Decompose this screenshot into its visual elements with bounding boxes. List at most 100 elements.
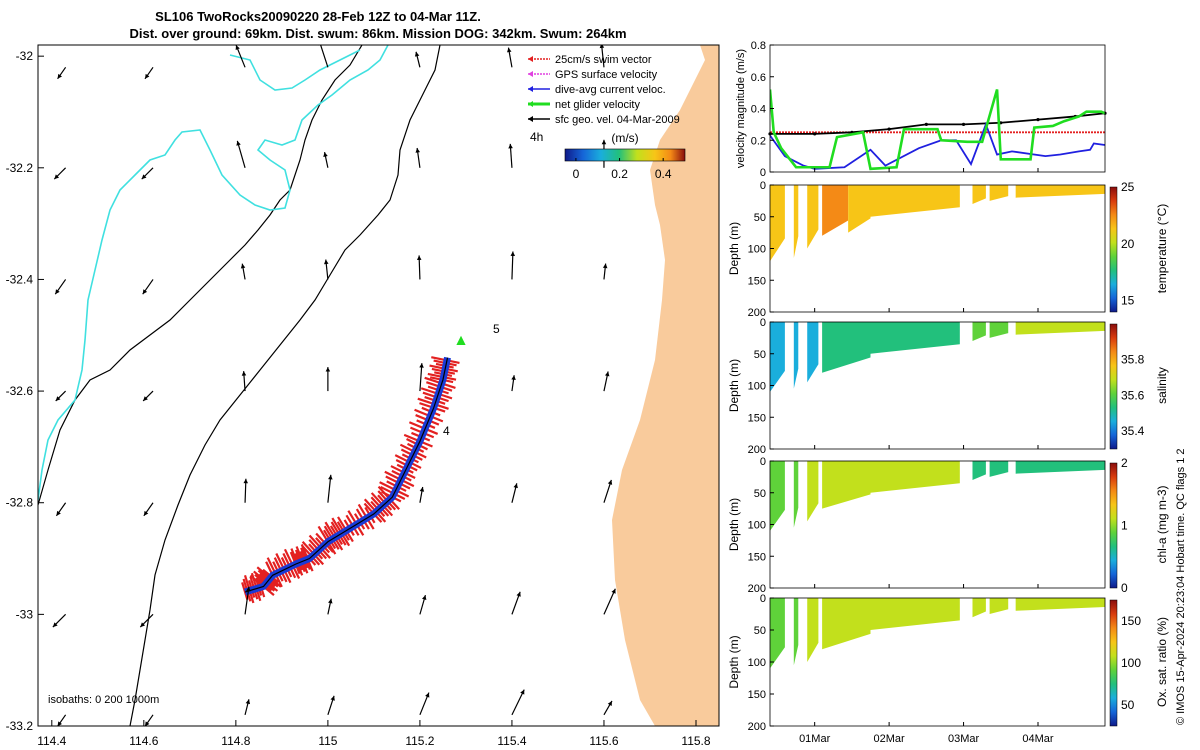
- profile-block: [770, 461, 785, 531]
- colorbar-tick: 35.4: [1121, 424, 1145, 438]
- profile-block: [807, 461, 819, 522]
- panel-y-tick: 50: [754, 212, 766, 224]
- colorbar-tick: 15: [1121, 294, 1135, 308]
- isobath-1000m: [38, 45, 363, 506]
- profile-block: [822, 461, 871, 509]
- panel-4: 150 100 50 Ox. sat. ratio (%) 0 50 100 150 200 De…: [727, 593, 1169, 733]
- colorbar-tick: 1: [1121, 519, 1128, 533]
- map-legend-entry: 25cm/s swim vector: [528, 54, 652, 66]
- panel-1: 25 20 15 temperature (°C) 0 50 100 150 200 Depth …: [727, 180, 1169, 319]
- velocity-series-sfc: [770, 112, 1105, 135]
- panel-y-tick: 200: [748, 307, 766, 319]
- time-axis-label: 04Mar: [1022, 733, 1054, 745]
- panel-colorbar: [1109, 186, 1118, 313]
- coastline-land: [612, 45, 719, 726]
- map-x-tick-label: 115: [318, 734, 337, 748]
- panel-2: 35.8 35.6 35.4 salinity 0 50 100 150 200 Depth (m…: [727, 317, 1169, 456]
- map-legend-entry: sfc geo. vel. 04-Mar-2009: [528, 114, 680, 126]
- colorbar-label: temperature (°C): [1155, 204, 1169, 294]
- map-x-tick-label: 115.6: [589, 734, 618, 748]
- map-colorbar-tick: 0.4: [655, 167, 672, 181]
- isobaths-label: isobaths: 0 200 1000m: [48, 694, 159, 706]
- panel-y-tick: 200: [748, 721, 766, 733]
- profile-block: [989, 322, 1009, 338]
- panel-y-label: Depth (m): [727, 635, 741, 688]
- panel-y-tick: 50: [754, 625, 766, 637]
- velocity-point: [961, 122, 966, 126]
- panel-y-tick: 0: [760, 180, 766, 192]
- map-y-tick-label: -32.4: [6, 272, 34, 286]
- figure-title-line2: Dist. over ground: 69km. Dist. swum: 86k…: [129, 26, 626, 41]
- map-legend: 25cm/s swim vector GPS surface velocity di…: [528, 54, 680, 126]
- map-y-ticks: -32 -32.2 -32.4 -32.6 -32.8 -33 -33.2: [6, 49, 44, 733]
- panel-y-tick: 0: [760, 593, 766, 605]
- profile-block: [807, 185, 819, 249]
- map-y-tick-label: -32: [16, 49, 34, 63]
- panel-0: 0 0.2 0.4 0.6 0.8 velocity magnitude (m/s): [735, 40, 1107, 179]
- time-axis-label: 03Mar: [948, 733, 980, 745]
- day-label-4: 4: [443, 424, 450, 438]
- map-colorbar: (m/s) 0 0.2 0.4: [564, 131, 686, 181]
- panel-y-tick: 150: [748, 551, 766, 563]
- profile-block: [770, 322, 785, 392]
- velocity-point: [924, 122, 928, 126]
- profile-block: [1015, 322, 1105, 335]
- colorbar-tick: 20: [1121, 237, 1135, 251]
- colorbar-label: salinity: [1155, 367, 1169, 404]
- isobath-200m: [38, 45, 389, 501]
- panel-y-tick: 0: [760, 456, 766, 468]
- footer-copyright: © IMOS 15-Apr-2024 20:23:04 Hobart time.…: [1175, 448, 1187, 725]
- map-x-tick-label: 115.8: [681, 734, 710, 748]
- colorbar-tick: 150: [1121, 614, 1141, 628]
- map-y-tick-label: -33.2: [6, 719, 34, 733]
- profile-block: [793, 322, 799, 389]
- profile-block: [870, 461, 960, 493]
- profile-block: [822, 598, 871, 650]
- panel-y-tick: 0: [760, 317, 766, 329]
- profile-block: [793, 185, 799, 259]
- panel-3: 2 1 0 chl-a (mg m-3) 0 50 100 150 200 Depth (m): [727, 456, 1169, 595]
- profile-block: [1015, 185, 1105, 198]
- map-x-tick-label: 114.6: [129, 734, 158, 748]
- map-legend-label: sfc geo. vel. 04-Mar-2009: [555, 114, 680, 126]
- panel-colorbar: [1109, 599, 1118, 727]
- velocity-point: [813, 132, 817, 136]
- isobath-0m: [129, 45, 441, 726]
- colorbar-label: Ox. sat. ratio (%): [1155, 617, 1169, 707]
- figure-title-line1: SL106 TwoRocks20090220 28-Feb 12Z to 04-…: [155, 9, 481, 24]
- panel-colorbar: [1109, 462, 1118, 589]
- map-x-tick-label: 114.8: [221, 734, 250, 748]
- isobath-200m-upper: [229, 49, 361, 91]
- time-axis-label: 02Mar: [874, 733, 906, 745]
- legend-hours-label: 4h: [530, 130, 543, 144]
- panel-y-tick: 50: [754, 488, 766, 500]
- map-colorbar-tick: 0.2: [611, 167, 628, 181]
- profile-block: [972, 322, 986, 342]
- map-legend-label: GPS surface velocity: [555, 69, 658, 81]
- profile-block: [989, 461, 1009, 477]
- panel-y-label: Depth (m): [727, 222, 741, 275]
- profile-block: [822, 185, 849, 236]
- profile-block: [870, 322, 960, 354]
- panel-y-tick: 0.8: [751, 40, 766, 52]
- colorbar-tick: 35.6: [1121, 388, 1145, 402]
- map-y-tick-label: -32.8: [6, 496, 34, 510]
- velocity-series-net: [770, 89, 1105, 171]
- map-colorbar-tick: 0: [573, 167, 580, 181]
- panel-y-tick: 100: [748, 381, 766, 393]
- panel-y-tick: 0.2: [751, 135, 766, 147]
- colorbar-tick: 0: [1121, 581, 1128, 595]
- colorbar-tick: 2: [1121, 456, 1128, 470]
- panel-colorbar: [1109, 323, 1118, 450]
- net-velocity-marker: [456, 335, 466, 345]
- panel-y-label: Depth (m): [727, 359, 741, 412]
- profile-block: [770, 598, 785, 669]
- map-legend-label: net glider velocity: [555, 99, 640, 111]
- velocity-point: [887, 127, 891, 131]
- map-legend-entry: GPS surface velocity: [528, 69, 658, 81]
- map-x-ticks: 114.4 114.6 114.8 115 115.2 115.4 115.6 115.8: [37, 720, 711, 748]
- profile-block: [1015, 598, 1105, 611]
- glider-track: [244, 356, 451, 596]
